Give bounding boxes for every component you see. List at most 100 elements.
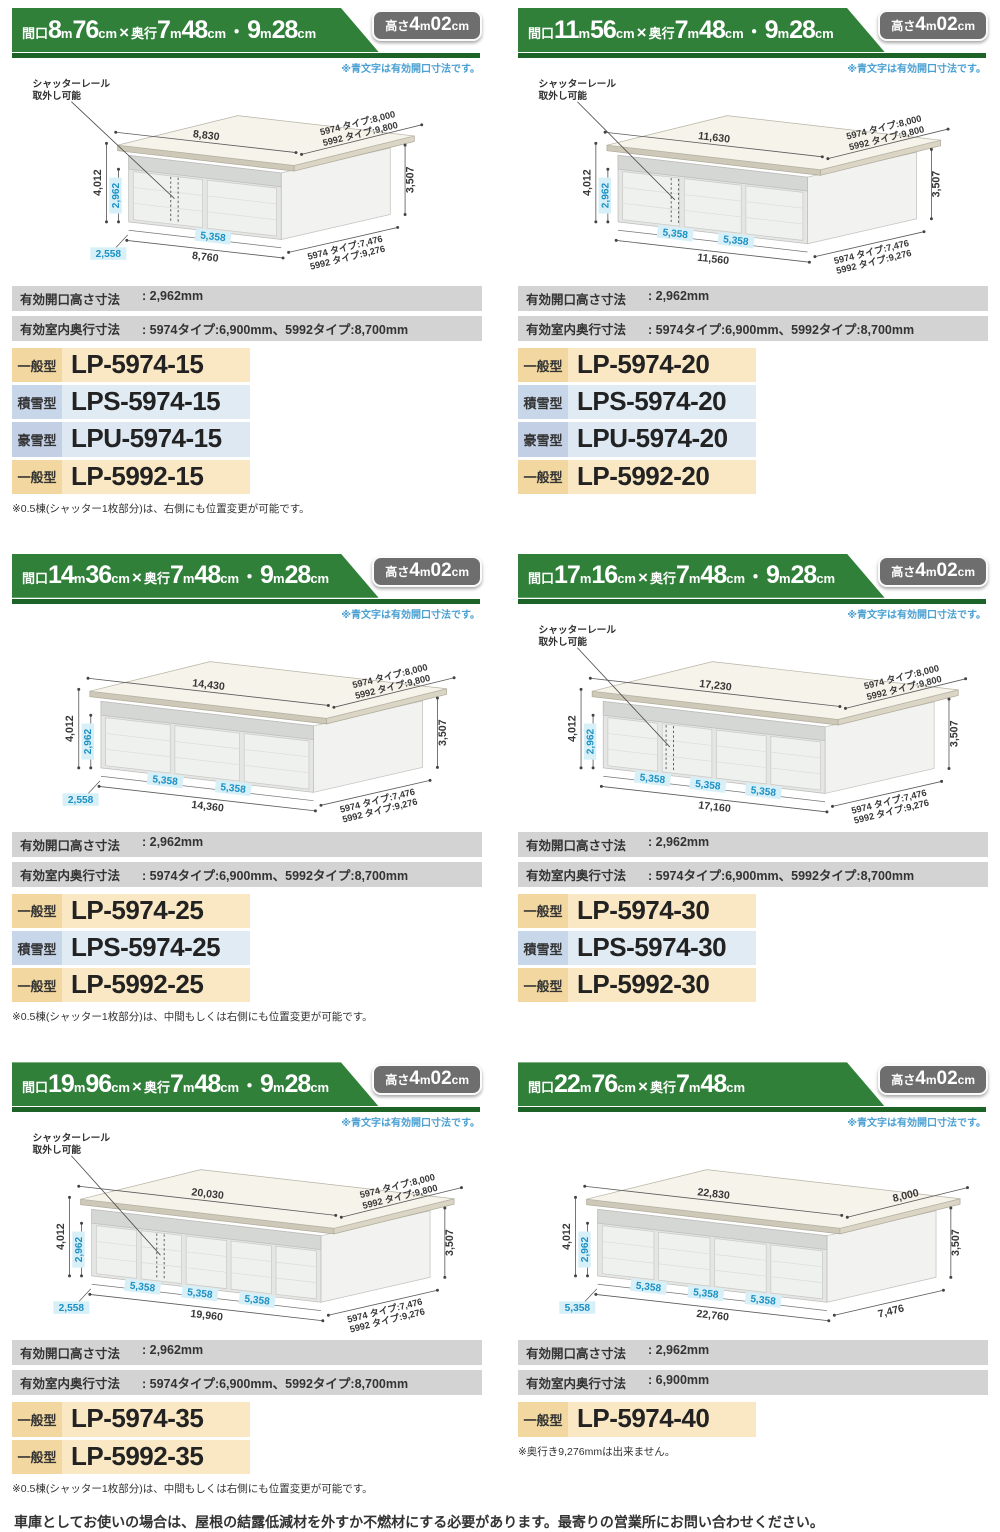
svg-text:5,358: 5,358 [244, 1294, 271, 1308]
shutter-slat-line [207, 211, 277, 221]
dim-top-width: 20,030 [191, 1187, 225, 1203]
shutter-rail-callout: 取外し可能 [33, 1143, 82, 1156]
shutter-slat-line [133, 203, 203, 212]
spec-label: 有効開口高さ寸法 [526, 293, 627, 307]
roof-top [80, 1169, 455, 1229]
shutter-slat-line [716, 761, 767, 768]
dim-top-width: 17,230 [699, 678, 733, 694]
spec-label: 有効室内奥行寸法 [526, 323, 627, 337]
height-badge: 高さ 4 m 02 cm [372, 1064, 482, 1096]
dim-dot [326, 703, 330, 707]
shutter-slat-line [745, 217, 803, 225]
dim-top-width: 22,830 [697, 1187, 731, 1203]
header-underline [12, 1107, 480, 1113]
shutter-rail-callout: 取外し可能 [539, 89, 588, 102]
dim-line-top-width [87, 677, 329, 706]
svg-text:5,358: 5,358 [723, 234, 750, 248]
svg-text:7,476: 7,476 [877, 1303, 906, 1321]
dim-label-blue: 5,358 [689, 776, 727, 793]
dim-dot [313, 809, 317, 813]
spec-label: 有効室内奥行寸法 [526, 868, 627, 883]
panel-grid: 間口 8 m 76 cm × 奥行 7 m 48 cm ・ 9 m 28 cm 高さ 4 m 02 cm ※青文字は有… [12, 8, 988, 1496]
height-badge: 高さ 4 m 02 cm [372, 555, 482, 587]
shutter-slat-line [602, 1257, 654, 1264]
product-panel-6: 間口 22 m 76 cm × 奥行 7 m 48 cm 高さ 4 m 02 cm ※青文字は有効開口寸法で… [518, 1062, 988, 1495]
dim-height-total: 4,012 [64, 715, 76, 742]
leader-line [584, 1288, 598, 1303]
dim-line-base-depth [834, 1290, 944, 1316]
dim-dot [946, 127, 950, 131]
spec-row-opening-height: 有効開口高さ寸法 : 2,962mm [12, 1340, 482, 1366]
dim-dot [428, 778, 432, 782]
dim-dot [326, 1314, 330, 1318]
svg-text:5,358: 5,358 [635, 1281, 662, 1295]
dim-dot [105, 220, 108, 224]
dim-dot [965, 1186, 969, 1190]
shutter-door [714, 1238, 767, 1294]
dim-dot [77, 687, 81, 691]
spec-row-opening-height: 有効開口高さ寸法 : 2,962mm [518, 286, 988, 311]
dim-top-width: 8,830 [192, 128, 220, 143]
shutter-slat-line [174, 740, 240, 749]
blue-dimension-note: ※青文字は有効開口寸法です。 [847, 1118, 986, 1130]
dim-dot [403, 213, 407, 216]
panel-header: 間口 17 m 16 cm × 奥行 7 m 48 cm ・ 9 m 28 cm 高さ 4 m 02 cm [518, 553, 988, 604]
model-code: LP-5992-35 [71, 1440, 204, 1471]
spec-value: : 2,962mm [142, 834, 204, 849]
shutter-door [140, 1230, 182, 1285]
dim-dot [435, 765, 439, 769]
shutter-rail-callout: 取外し可能 [33, 89, 82, 102]
blue-dimension-note: ※青文字は有効開口寸法です。 [341, 609, 480, 621]
dim-line-top-width [605, 131, 823, 158]
dim-dot [396, 225, 400, 229]
shutter-slat-line [770, 751, 821, 758]
spec-value: : 5974タイプ:6,900mm、5992タイプ:8,700mm [648, 868, 915, 883]
dim-dot [97, 784, 101, 788]
svg-text:5,358: 5,358 [152, 774, 179, 788]
model-code: LP-5974-20 [577, 349, 710, 379]
model-code: LP-5974-40 [577, 1403, 710, 1434]
dim-line-roof-depth [845, 678, 966, 709]
dim-line-bottom-width [89, 1294, 323, 1322]
product-panel-5: 間口 19 m 96 cm × 奥行 7 m 48 cm ・ 9 m 28 cm 高さ 4 m 02 cm ※青文字は… [12, 1062, 482, 1495]
dim-height-right: 3,507 [404, 166, 416, 193]
model-list: 一般型 LP-5974-35 一般型 LP-5992-35 [12, 1402, 482, 1474]
dim-line-base-depth [288, 227, 398, 253]
dim-dot [403, 143, 407, 147]
shutter-door [622, 171, 681, 227]
dim-dot [321, 1319, 325, 1323]
dim-dot [459, 1186, 463, 1190]
shutter-door [601, 1225, 655, 1281]
dim-label-blue: 5,358 [717, 232, 755, 249]
dim-dot [332, 705, 336, 709]
dim-dot [339, 1216, 343, 1220]
model-type-chip: 豪雪型 [518, 422, 568, 457]
spec-row-opening-height: 有効開口高さ寸法 : 2,962mm [518, 831, 988, 857]
dim-top-width: 14,430 [192, 677, 226, 693]
dim-dot [68, 1274, 71, 1278]
dim-label-blue: 5,358 [238, 1291, 276, 1309]
dim-label-blue: 2,962 [109, 177, 122, 214]
dim-dot [435, 1289, 439, 1293]
dim-line-roof-depth [301, 124, 422, 155]
dim-dot [77, 1185, 81, 1189]
svg-text:2,962: 2,962 [580, 1237, 591, 1263]
panel-header: 間口 14 m 36 cm × 奥行 7 m 48 cm ・ 9 m 28 cm 高さ 4 m 02 cm [12, 553, 482, 604]
dim-dot [89, 713, 93, 717]
svg-text:2,962: 2,962 [111, 183, 122, 209]
page-footer-note: 車庫としてお使いの場合は、屋根の結露低減材を外すか不燃材にする必要があります。最… [14, 1513, 824, 1530]
shutter-door [607, 716, 658, 772]
spec-value: : 5974タイプ:6,900mm、5992タイプ:8,700mm [648, 323, 915, 337]
spec-value: : 5974タイプ:6,900mm、5992タイプ:8,700mm [142, 1377, 409, 1392]
roof-top [606, 115, 941, 171]
shutter-door [230, 1240, 272, 1295]
spec-row-opening-height: 有効開口高さ寸法 : 2,962mm [12, 286, 482, 311]
shutter-door [683, 178, 742, 234]
dim-dot [947, 697, 951, 701]
shutter-door [770, 1244, 823, 1300]
svg-text:2,962: 2,962 [83, 728, 94, 754]
